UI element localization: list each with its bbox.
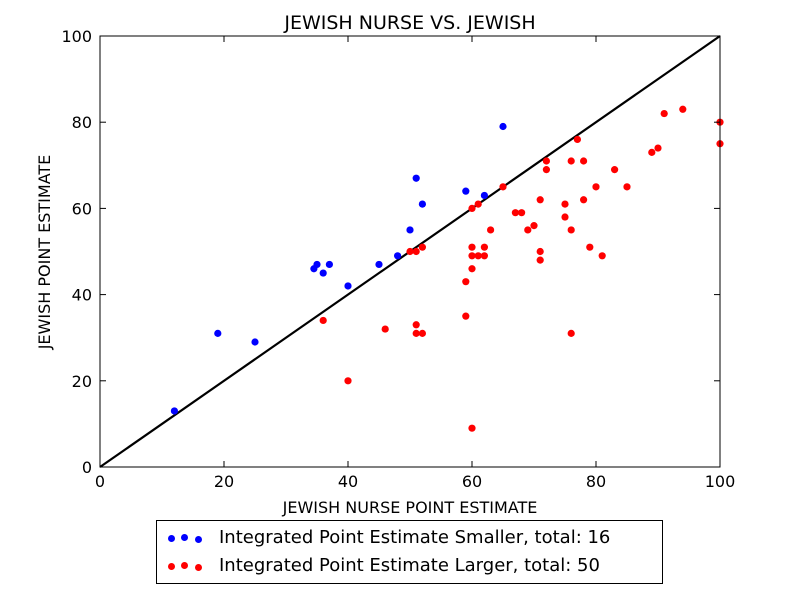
data-point-larger <box>319 316 327 325</box>
y-tick-label: 100 <box>61 27 92 46</box>
data-point-larger <box>412 329 420 337</box>
data-point-smaller <box>480 191 488 200</box>
data-point-larger <box>487 226 495 234</box>
data-point-larger <box>567 226 575 234</box>
data-point-smaller <box>313 260 321 269</box>
data-point-larger <box>567 157 575 165</box>
legend-label-larger: Integrated Point Estimate Larger, total:… <box>219 555 600 576</box>
data-point-larger <box>468 424 476 432</box>
legend-label-smaller: Integrated Point Estimate Smaller, total… <box>219 527 611 548</box>
data-point-smaller <box>344 282 352 290</box>
data-point-smaller <box>394 252 402 260</box>
data-point-larger <box>499 183 507 191</box>
y-axis-label: JEWISH POINT ESTIMATE <box>35 155 54 351</box>
data-point-larger <box>511 209 519 217</box>
data-point-larger <box>580 157 588 165</box>
legend-marker-blue <box>195 536 202 543</box>
data-point-larger <box>468 204 476 212</box>
x-tick-label: 100 <box>705 472 736 491</box>
data-point-larger <box>480 243 488 251</box>
data-point-larger <box>561 200 569 208</box>
data-point-smaller <box>170 407 178 415</box>
data-point-larger <box>412 321 420 329</box>
x-tick-label: 80 <box>586 472 606 491</box>
data-point-larger <box>679 105 687 113</box>
data-point-larger <box>567 329 575 337</box>
data-point-larger <box>648 148 656 156</box>
data-point-larger <box>518 209 526 217</box>
data-point-larger <box>468 243 476 251</box>
y-tick-label: 40 <box>72 286 92 305</box>
x-axis-label: JEWISH NURSE POINT ESTIMATE <box>282 498 538 517</box>
data-point-smaller <box>412 174 420 182</box>
data-point-larger <box>536 196 544 204</box>
data-point-larger <box>468 265 476 273</box>
x-tick-label: 60 <box>462 472 482 491</box>
data-point-smaller <box>251 338 259 346</box>
data-point-larger <box>462 312 470 320</box>
y-tick-label: 80 <box>72 113 92 132</box>
data-point-larger <box>462 278 470 286</box>
data-point-larger <box>592 183 600 191</box>
data-point-larger <box>480 252 488 260</box>
data-point-larger <box>598 252 606 260</box>
data-point-larger <box>660 109 668 118</box>
y-tick-label: 0 <box>82 458 92 477</box>
data-point-larger <box>573 135 582 144</box>
data-point-larger <box>412 247 420 256</box>
data-point-smaller <box>418 200 426 208</box>
data-point-larger <box>474 252 482 260</box>
data-point-larger <box>344 377 352 385</box>
data-point-smaller <box>214 329 222 337</box>
data-point-larger <box>654 144 662 152</box>
x-tick-label: 40 <box>338 472 358 491</box>
data-point-larger <box>418 243 426 251</box>
data-point-smaller <box>325 260 333 269</box>
data-point-larger <box>623 183 631 191</box>
y-tick-label: 60 <box>72 199 92 218</box>
x-tick-label: 20 <box>214 472 234 491</box>
data-point-larger <box>406 247 414 256</box>
data-point-larger <box>580 196 588 204</box>
data-point-larger <box>474 200 482 208</box>
plot-frame <box>99 35 721 468</box>
data-point-larger <box>536 247 544 256</box>
data-point-smaller <box>375 260 383 269</box>
legend: Integrated Point Estimate Smaller, total… <box>156 520 663 584</box>
data-point-smaller <box>499 122 507 131</box>
legend-marker-blue <box>181 534 188 541</box>
data-point-larger <box>542 166 551 174</box>
legend-marker-red <box>195 564 202 571</box>
legend-marker-red <box>168 563 175 570</box>
legend-entry-larger: Integrated Point Estimate Larger, total:… <box>157 554 662 578</box>
data-point-larger <box>381 325 389 333</box>
data-point-larger <box>586 243 594 251</box>
legend-marker-red <box>181 562 188 569</box>
data-point-larger <box>468 252 476 260</box>
legend-entry-smaller: Integrated Point Estimate Smaller, total… <box>157 526 662 550</box>
chart-title: JEWISH NURSE VS. JEWISH <box>283 12 535 34</box>
data-point-larger <box>611 166 619 174</box>
data-point-larger <box>542 157 551 165</box>
data-point-smaller <box>319 269 327 277</box>
data-point-smaller <box>462 187 470 195</box>
data-point-larger <box>418 329 426 337</box>
y-tick-label: 20 <box>72 372 92 391</box>
x-tick-label: 0 <box>95 472 105 491</box>
legend-marker-blue <box>168 535 175 542</box>
data-point-larger <box>530 222 538 230</box>
data-point-smaller <box>406 226 414 234</box>
data-point-larger <box>536 256 544 264</box>
data-point-larger <box>561 213 569 221</box>
data-point-larger <box>524 226 532 234</box>
